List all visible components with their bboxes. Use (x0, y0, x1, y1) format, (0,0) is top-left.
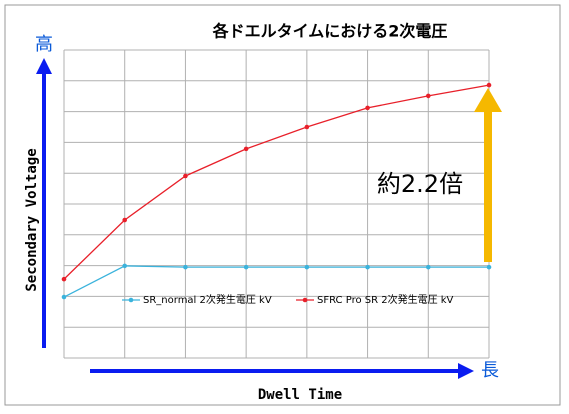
increase-arrowhead (474, 88, 502, 112)
data-point (486, 264, 492, 270)
data-point (304, 264, 310, 270)
chart-frame (4, 4, 561, 406)
data-point (183, 264, 188, 270)
data-point (365, 105, 370, 111)
data-point (122, 263, 128, 269)
data-point (365, 264, 370, 270)
data-point (486, 82, 492, 88)
data-point (61, 294, 67, 300)
data-point (425, 93, 431, 99)
data-point (183, 173, 188, 179)
x-long-label: 長 (481, 360, 499, 381)
annotation: 約2.2倍 (377, 170, 463, 198)
data-point (304, 124, 310, 130)
data-point (243, 146, 249, 152)
x-axis-label: Dwell Time (258, 387, 342, 403)
y-axis-label: Secondary Voltage (24, 148, 40, 291)
series-line (63, 265, 489, 298)
data-point (61, 276, 67, 282)
data-point (425, 264, 431, 270)
series-line (63, 84, 490, 280)
y-axis-arrowhead (36, 58, 52, 74)
grid (63, 49, 490, 359)
x-axis-arrowhead (458, 363, 474, 379)
plot (61, 82, 492, 300)
legend-label: SR_normal 2次発生電圧 kV (143, 293, 272, 306)
legend-label: SFRC Pro SR 2次発生電圧 kV (317, 293, 454, 306)
legend: SR_normal 2次発生電圧 kV SFRC Pro SR 2次発生電圧 kV (122, 293, 454, 306)
legend-marker (128, 297, 134, 303)
chart-title: 各ドエルタイムにおける2次電圧 (212, 22, 448, 41)
data-point (243, 264, 249, 270)
legend-marker (302, 297, 308, 303)
data-point (122, 217, 128, 223)
y-high-label: 高 (35, 34, 53, 55)
